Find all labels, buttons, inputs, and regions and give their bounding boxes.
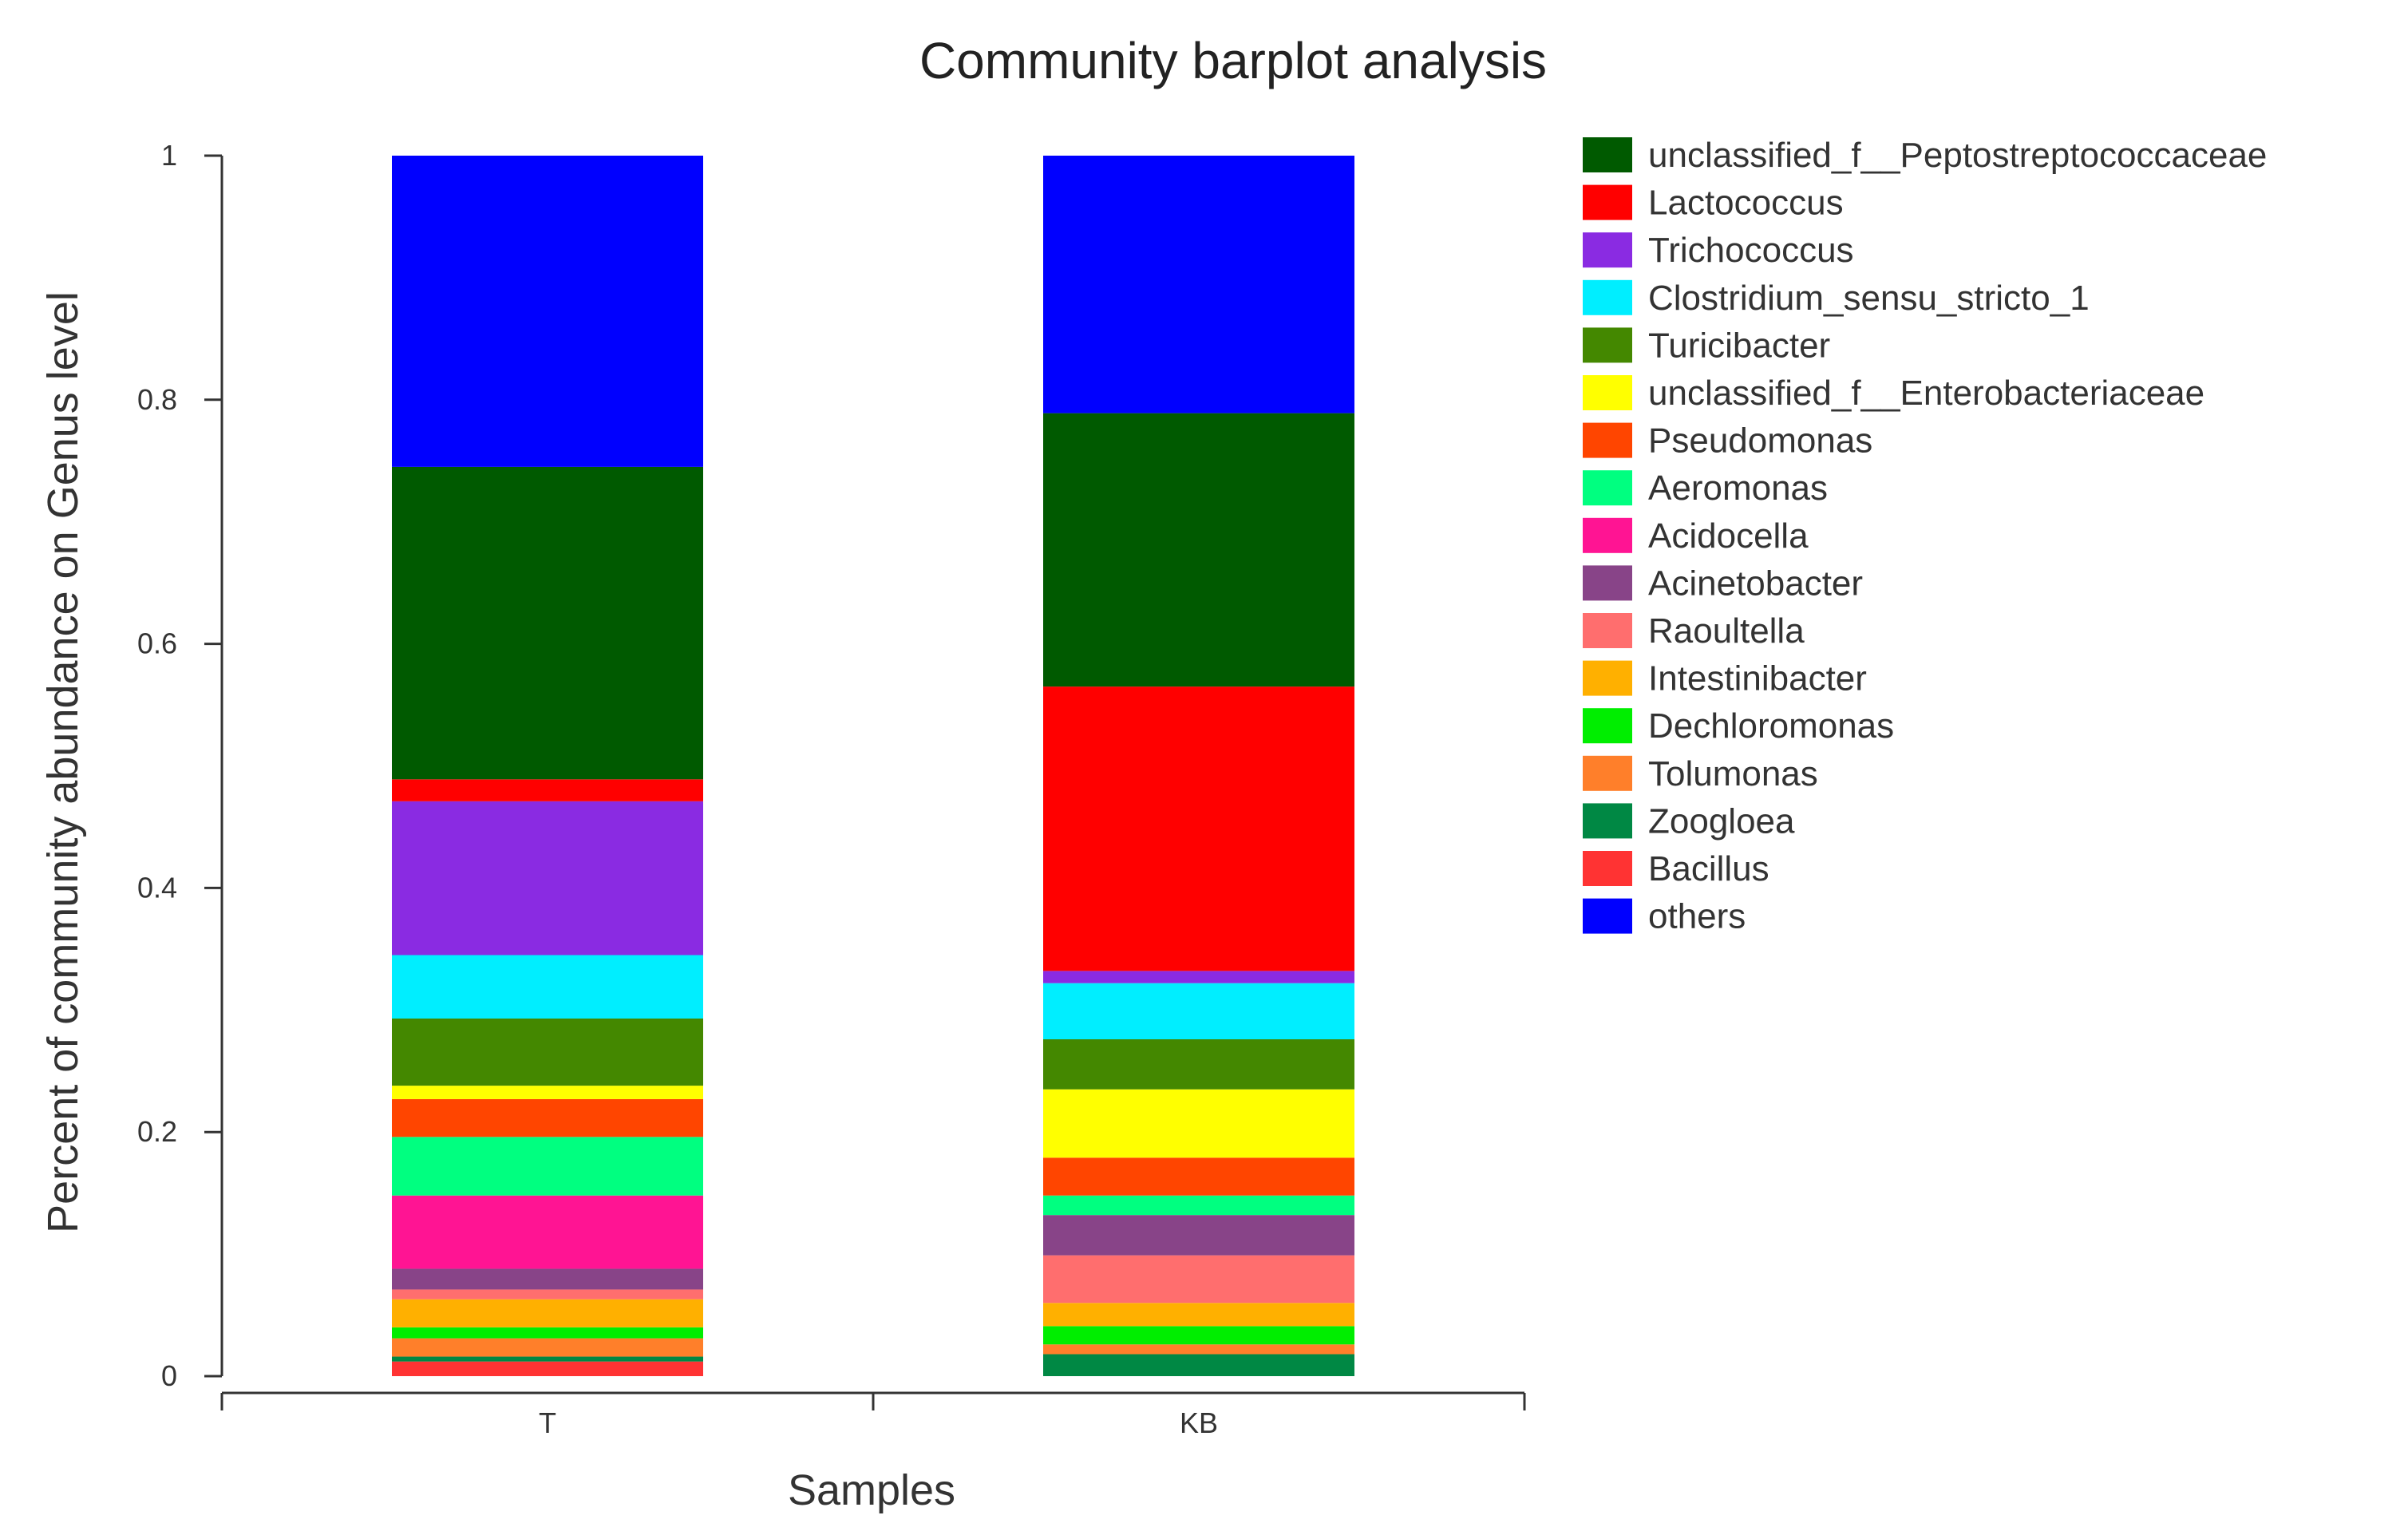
legend-swatch	[1583, 232, 1632, 268]
legend-label: Clostridium_sensu_stricto_1	[1648, 279, 2090, 318]
legend-swatch	[1583, 470, 1632, 506]
bar-segment-t-15	[392, 466, 703, 780]
legend-item: Acidocella	[1583, 516, 1809, 556]
bar-segment-t-3	[392, 1327, 703, 1339]
legend-item: Bacillus	[1583, 849, 1769, 888]
bar-segment-t-12	[392, 955, 703, 1019]
bar-segment-kb-13	[1043, 971, 1354, 983]
bar-segment-kb-8	[1043, 1195, 1354, 1216]
y-tick-label: 0.2	[137, 1115, 177, 1148]
y-axis-title: Percent of community abundance on Genus …	[39, 291, 87, 1233]
y-tick-label: 0.6	[137, 627, 177, 660]
legend-label: Bacillus	[1648, 849, 1769, 888]
legend-label: Intestinibacter	[1648, 659, 1867, 698]
bar-segment-t-8	[392, 1137, 703, 1196]
bar-segment-t-5	[392, 1289, 703, 1300]
bar-segment-kb-10	[1043, 1089, 1354, 1158]
legend-item: Pseudomonas	[1583, 421, 1872, 461]
legend-swatch	[1583, 660, 1632, 696]
legend-swatch	[1583, 422, 1632, 458]
legend-label: Aeromonas	[1648, 469, 1828, 508]
legend-label: others	[1648, 897, 1746, 936]
legend-item: Aeromonas	[1583, 469, 1828, 508]
legend-swatch	[1583, 517, 1632, 553]
legend-item: unclassified_f__Enterobacteriaceae	[1583, 374, 2204, 413]
chart-title: Community barplot analysis	[919, 32, 1547, 89]
bar-segment-kb-2	[1043, 1344, 1354, 1355]
bar-segment-t-2	[392, 1338, 703, 1357]
bar-segment-t-10	[392, 1086, 703, 1099]
y-tick-label: 0.4	[137, 871, 177, 904]
axes-layer: 0 0.2 0.4 0.6 0.8 1 T KB	[137, 139, 1526, 1439]
legend-item: Dechloromonas	[1583, 706, 1894, 746]
legend-swatch	[1583, 708, 1632, 744]
legend-item: Raoultella	[1583, 611, 1805, 651]
legend-label: Lactococcus	[1648, 184, 1844, 223]
x-tick-label: T	[539, 1406, 556, 1439]
legend-swatch	[1583, 803, 1632, 839]
legend-item: Zoogloea	[1583, 801, 1795, 841]
legend-label: Pseudomonas	[1648, 421, 1872, 461]
legend: unclassified_f__Peptostreptococcaceae Lac…	[1583, 136, 2267, 936]
legend-label: Acinetobacter	[1648, 564, 1863, 603]
legend-item: Clostridium_sensu_stricto_1	[1583, 279, 2090, 318]
legend-swatch	[1583, 851, 1632, 886]
legend-swatch	[1583, 184, 1632, 220]
legend-label: unclassified_f__Enterobacteriaceae	[1648, 374, 2204, 413]
legend-swatch	[1583, 613, 1632, 648]
legend-label: Tolumonas	[1648, 754, 1818, 793]
legend-swatch	[1583, 375, 1632, 410]
bar-segment-kb-3	[1043, 1326, 1354, 1345]
legend-swatch	[1583, 898, 1632, 934]
legend-item: Lactococcus	[1583, 184, 1844, 223]
legend-label: Turicibacter	[1648, 326, 1830, 365]
legend-item: Trichococcus	[1583, 231, 1854, 270]
bar-segment-kb-1	[1043, 1354, 1354, 1376]
legend-label: Trichococcus	[1648, 231, 1854, 270]
y-tick-label: 0	[161, 1359, 177, 1392]
legend-item: unclassified_f__Peptostreptococcaceae	[1583, 136, 2267, 175]
bar-segment-kb-15	[1043, 413, 1354, 687]
x-axis-title: Samples	[788, 1466, 955, 1514]
legend-swatch	[1583, 137, 1632, 172]
bar-segment-t-0	[392, 1361, 703, 1376]
x-tick-label: KB	[1180, 1406, 1218, 1439]
legend-swatch	[1583, 327, 1632, 363]
legend-swatch	[1583, 755, 1632, 791]
legend-item: Intestinibacter	[1583, 659, 1867, 698]
legend-item: Tolumonas	[1583, 754, 1818, 793]
legend-swatch	[1583, 279, 1632, 315]
bar-segment-t-6	[392, 1268, 703, 1290]
legend-label: Zoogloea	[1648, 801, 1795, 841]
bar-segment-kb-12	[1043, 983, 1354, 1039]
bar-segment-kb-5	[1043, 1255, 1354, 1304]
bars-layer	[392, 156, 1354, 1376]
bar-segment-t-1	[392, 1356, 703, 1362]
y-tick-label: 0.8	[137, 383, 177, 416]
legend-label: unclassified_f__Peptostreptococcaceae	[1648, 136, 2267, 175]
legend-label: Raoultella	[1648, 611, 1805, 651]
bar-segment-kb-14	[1043, 686, 1354, 971]
y-tick-label: 1	[161, 139, 177, 172]
bar-segment-t-4	[392, 1299, 703, 1327]
bar-segment-kb-9	[1043, 1157, 1354, 1196]
bar-segment-t-16	[392, 156, 703, 467]
bar-segment-t-11	[392, 1019, 703, 1086]
legend-item: Acinetobacter	[1583, 564, 1863, 603]
bar-segment-kb-6	[1043, 1215, 1354, 1256]
bar-segment-kb-4	[1043, 1303, 1354, 1327]
legend-item: others	[1583, 897, 1746, 936]
bar-segment-t-13	[392, 801, 703, 955]
bar-segment-kb-16	[1043, 156, 1354, 413]
legend-label: Acidocella	[1648, 516, 1809, 556]
bar-segment-t-9	[392, 1098, 703, 1137]
bar-segment-t-14	[392, 779, 703, 801]
bar-segment-kb-11	[1043, 1038, 1354, 1090]
legend-label: Dechloromonas	[1648, 706, 1894, 746]
bar-segment-t-7	[392, 1195, 703, 1269]
legend-swatch	[1583, 565, 1632, 601]
legend-item: Turicibacter	[1583, 326, 1830, 365]
